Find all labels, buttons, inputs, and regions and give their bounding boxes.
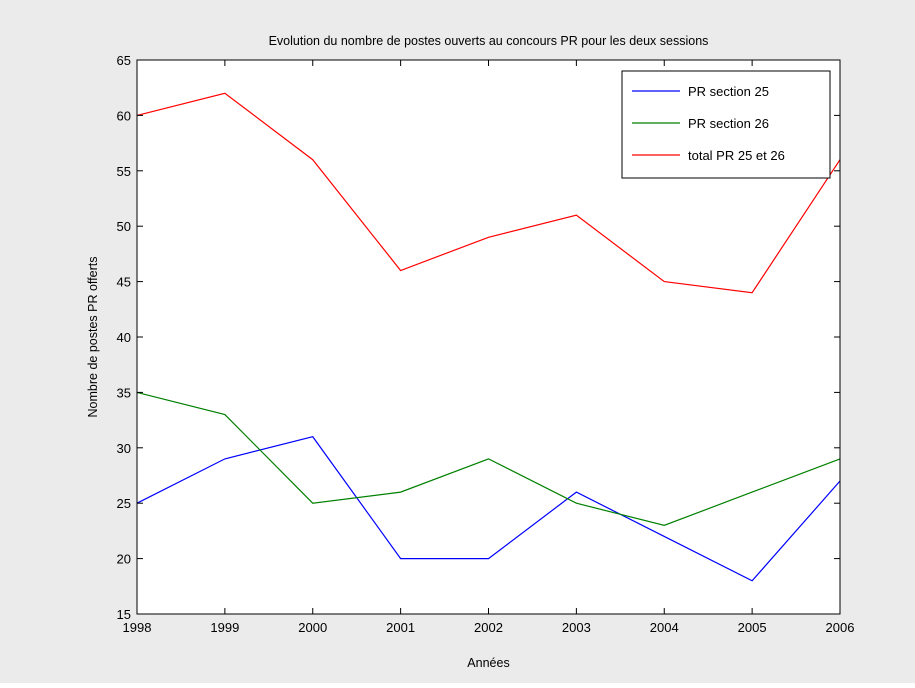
x-tick-label: 2004 — [650, 620, 679, 635]
legend: PR section 25 PR section 26 total PR 25 et… — [622, 71, 830, 178]
y-tick-label: 15 — [117, 607, 131, 622]
x-tick-label: 2000 — [298, 620, 327, 635]
x-tick-label: 2006 — [826, 620, 855, 635]
y-tick-label: 25 — [117, 496, 131, 511]
x-tick-label: 2005 — [738, 620, 767, 635]
x-tick-label: 1999 — [210, 620, 239, 635]
x-axis-label: Années — [467, 656, 509, 670]
x-tick-label: 1998 — [123, 620, 152, 635]
x-tick-label: 2001 — [386, 620, 415, 635]
y-tick-label: 55 — [117, 164, 131, 179]
y-tick-label: 65 — [117, 53, 131, 68]
y-tick-label: 20 — [117, 552, 131, 567]
y-tick-label: 50 — [117, 219, 131, 234]
x-tick-label: 2003 — [562, 620, 591, 635]
legend-label: PR section 26 — [688, 116, 769, 131]
chart-title: Evolution du nombre de postes ouverts au… — [269, 34, 709, 48]
x-tick-label: 2002 — [474, 620, 503, 635]
y-tick-label: 45 — [117, 275, 131, 290]
y-tick-label: 60 — [117, 108, 131, 123]
y-tick-label: 40 — [117, 330, 131, 345]
y-axis-label: Nombre de postes PR offerts — [86, 257, 100, 418]
y-tick-label: 30 — [117, 441, 131, 456]
y-tick-label: 35 — [117, 385, 131, 400]
legend-label: PR section 25 — [688, 84, 769, 99]
legend-label: total PR 25 et 26 — [688, 148, 785, 163]
